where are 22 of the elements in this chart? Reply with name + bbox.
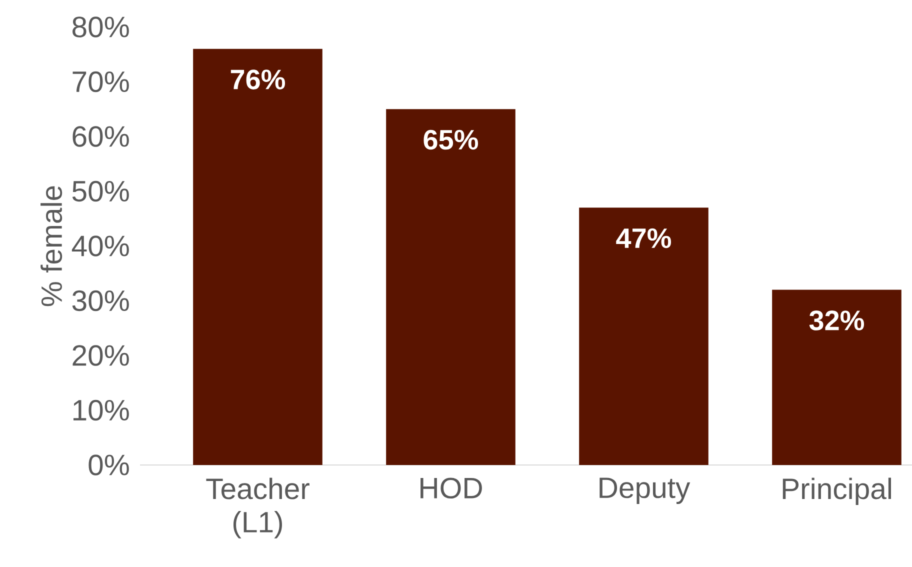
bar <box>579 208 708 465</box>
data-label: 65% <box>424 130 478 150</box>
y-tick-label: 10% <box>73 400 129 421</box>
data-label: 47% <box>616 228 672 248</box>
y-tick-label: 50% <box>72 180 129 202</box>
y-tick-label: 60% <box>72 126 129 147</box>
y-tick-label: 40% <box>72 236 129 256</box>
y-tick-label: 70% <box>72 71 129 92</box>
x-tick-label: HOD <box>420 478 482 498</box>
y-tick-label: 0% <box>88 454 129 476</box>
bar <box>772 290 902 465</box>
y-tick-label: 20% <box>72 345 129 366</box>
y-tick-label: 30% <box>72 290 129 312</box>
x-tick-label: Teacher (L1) <box>206 478 310 538</box>
y-axis-title: % female <box>40 186 62 306</box>
data-label: 76% <box>230 70 285 90</box>
x-tick-label: Deputy <box>600 478 690 504</box>
y-tick-label: 80% <box>72 16 129 38</box>
x-tick-label: Principal <box>782 478 892 506</box>
bar <box>193 48 322 465</box>
data-label: 32% <box>809 310 864 330</box>
bar <box>386 109 516 465</box>
